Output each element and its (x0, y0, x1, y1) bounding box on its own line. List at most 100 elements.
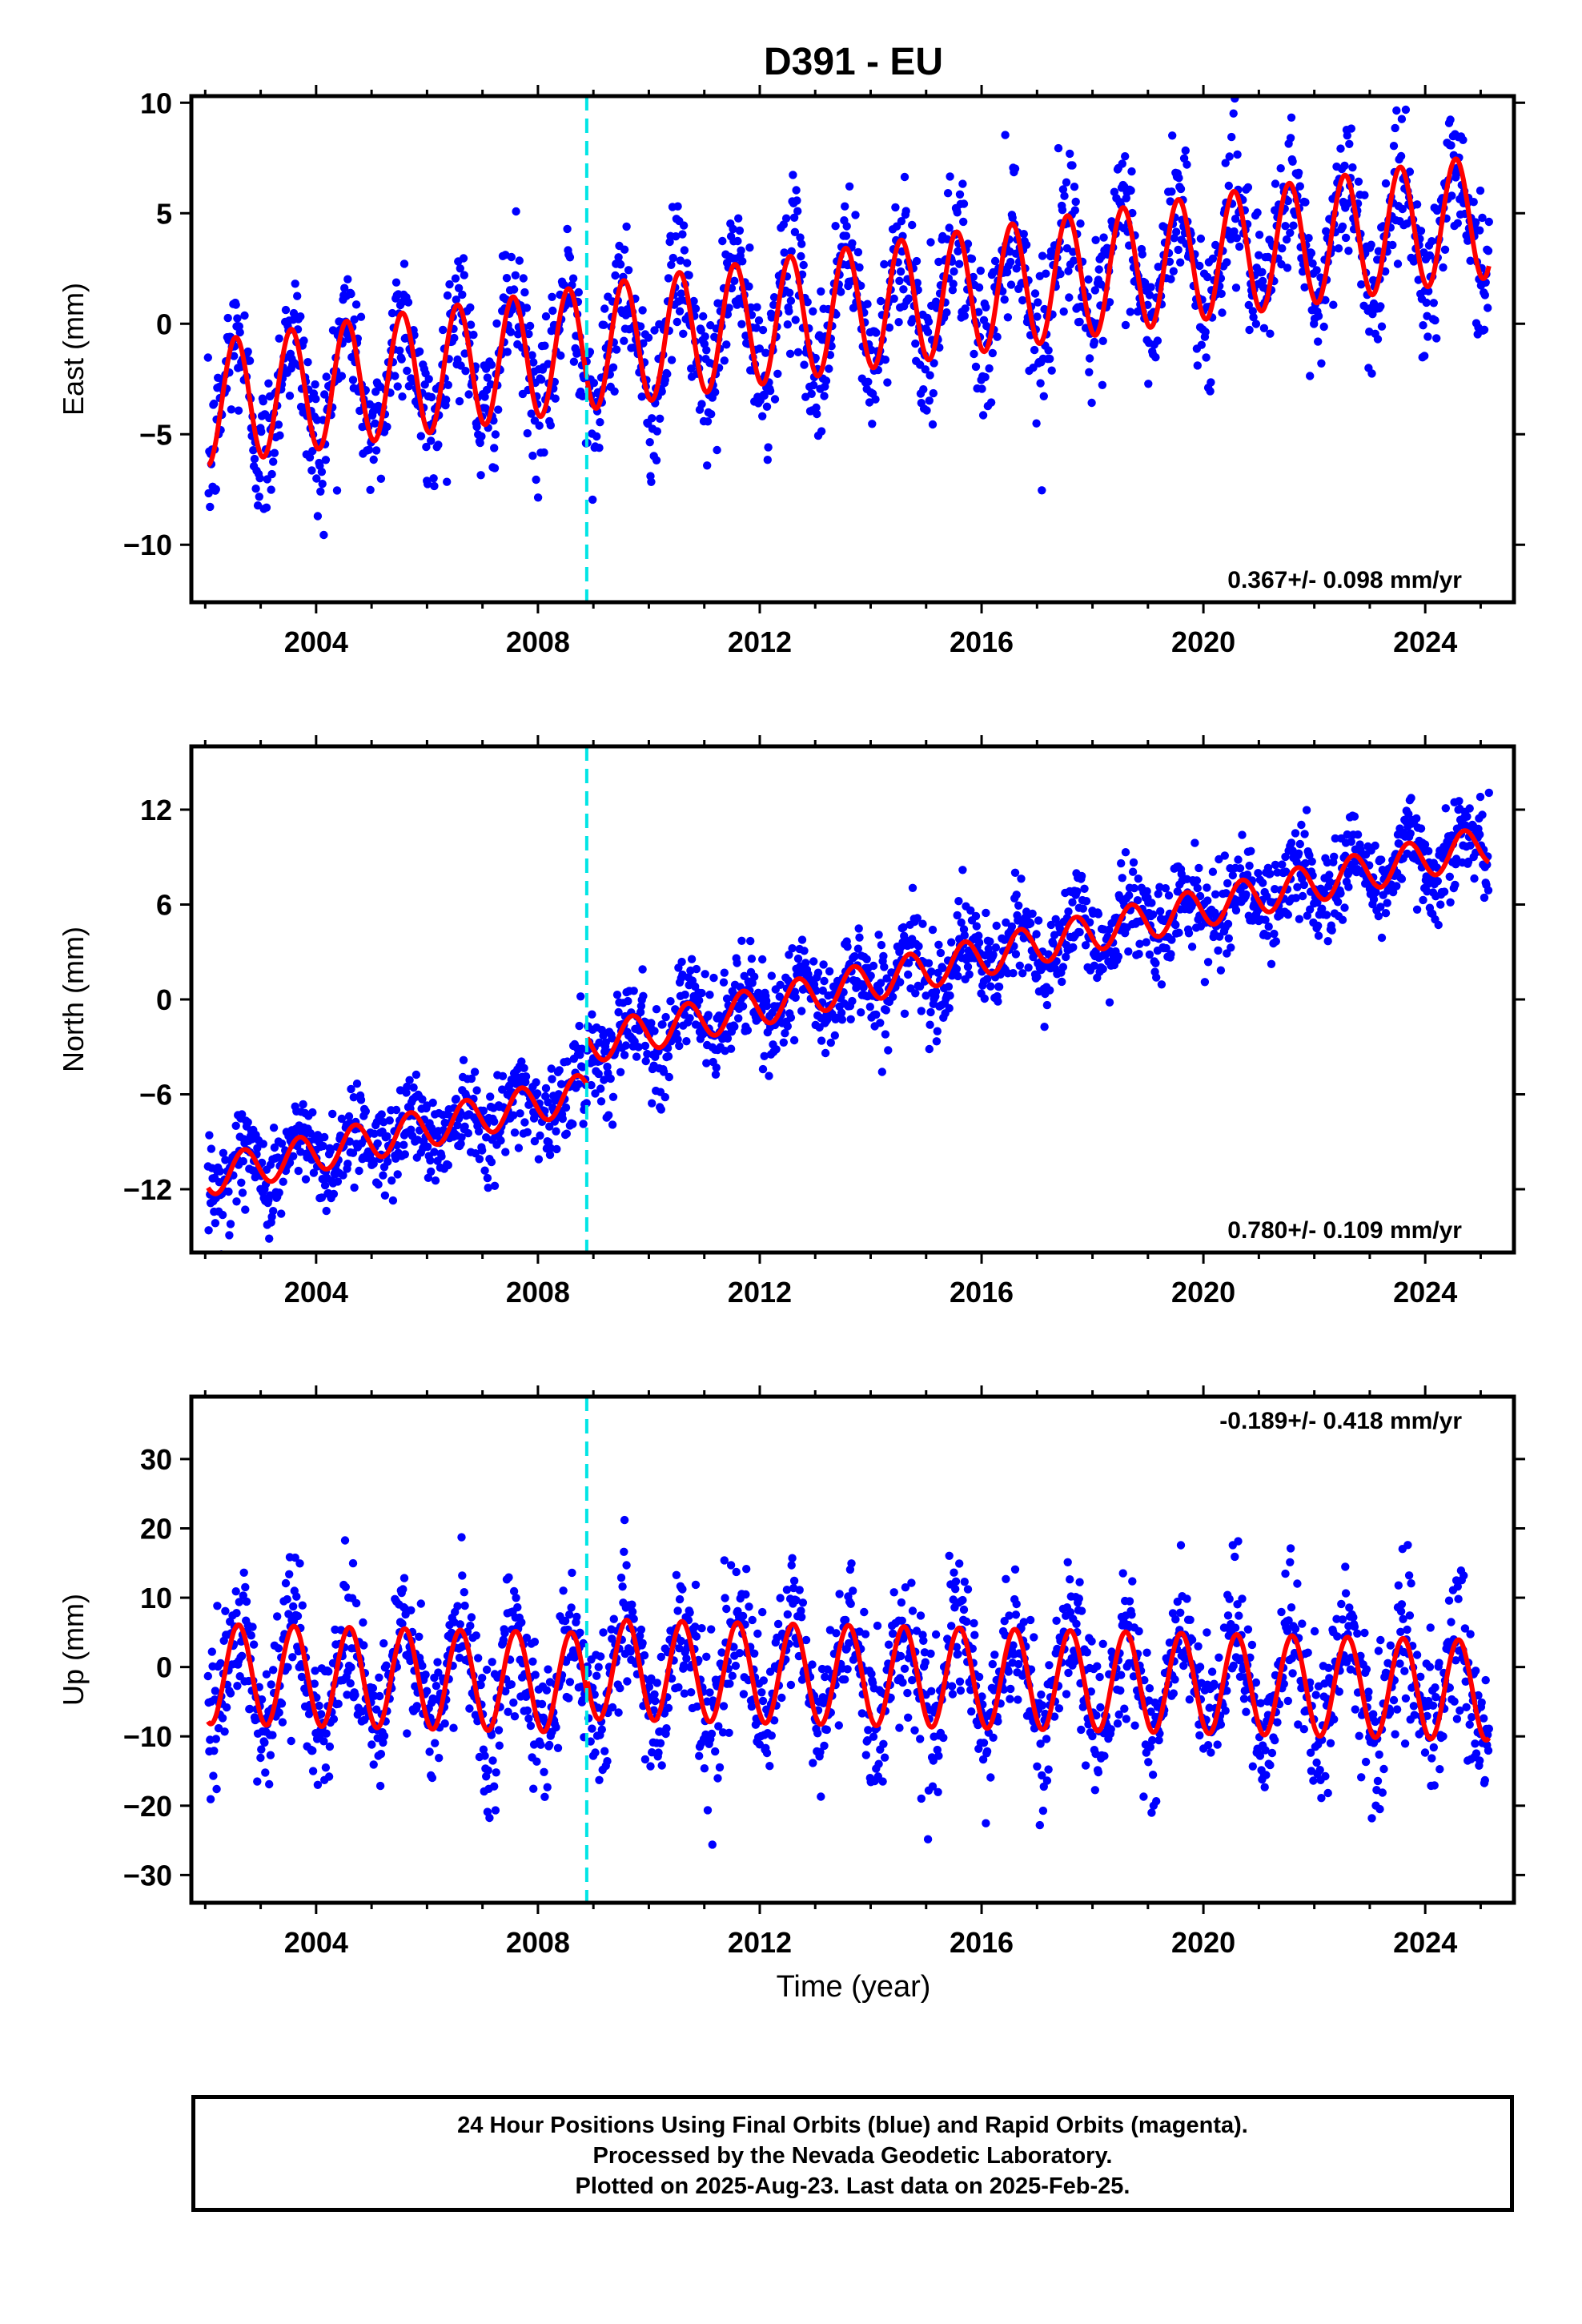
data-point (1015, 961, 1025, 971)
data-point (308, 1767, 318, 1775)
data-point (671, 232, 681, 241)
data-point (1058, 963, 1068, 971)
data-point (767, 1731, 776, 1740)
data-point (533, 493, 543, 502)
data-point (986, 398, 996, 407)
data-point (1344, 883, 1353, 891)
data-point (515, 256, 524, 265)
data-point (994, 997, 1002, 1006)
data-point (1085, 368, 1094, 376)
data-point (809, 380, 818, 390)
data-point (350, 1183, 359, 1192)
data-point (341, 1582, 350, 1592)
data-point (1480, 325, 1489, 334)
data-point (842, 222, 851, 231)
data-point (767, 971, 776, 980)
data-point (1317, 359, 1326, 368)
x-tick-label: 2008 (506, 625, 570, 658)
data-point (691, 1580, 701, 1590)
data-point (1259, 324, 1269, 332)
data-point (692, 964, 701, 974)
data-point (1231, 215, 1240, 223)
data-point (800, 947, 809, 955)
data-point (1338, 222, 1347, 231)
data-point (1065, 293, 1074, 302)
data-point (1169, 267, 1178, 275)
data-point (576, 992, 585, 1001)
data-point (991, 943, 1001, 952)
data-point (1440, 245, 1450, 254)
data-point (719, 1702, 729, 1711)
data-point (747, 955, 757, 963)
data-point (403, 1729, 412, 1738)
data-point (908, 883, 917, 893)
data-point (206, 1795, 215, 1803)
data-point (1295, 915, 1304, 923)
data-point (226, 1220, 235, 1228)
data-point (332, 486, 342, 495)
data-point (321, 456, 331, 464)
data-point (654, 1748, 663, 1757)
data-point (926, 1007, 935, 1017)
data-point (933, 1027, 942, 1035)
data-point (884, 1046, 893, 1055)
data-point (1034, 298, 1042, 307)
data-point (1062, 178, 1071, 187)
data-point (456, 361, 465, 370)
data-point (1278, 860, 1287, 869)
data-point (486, 380, 496, 389)
data-point (371, 446, 381, 455)
data-point (911, 989, 920, 998)
data-point (1287, 838, 1296, 847)
data-point (912, 256, 921, 266)
data-point (1217, 289, 1226, 298)
data-point (718, 236, 727, 246)
data-point (596, 1097, 606, 1106)
data-point (959, 217, 968, 227)
data-point (348, 1148, 358, 1157)
data-point (311, 380, 319, 389)
data-point (769, 300, 778, 309)
data-point (1340, 903, 1349, 912)
data-point (423, 1142, 432, 1152)
data-point (428, 1773, 437, 1783)
data-point (682, 1654, 691, 1663)
data-point (487, 1157, 496, 1167)
data-point (1030, 289, 1040, 298)
data-point (692, 1632, 701, 1641)
data-point (1469, 198, 1478, 207)
data-point (480, 392, 489, 401)
data-point (628, 1607, 637, 1616)
data-point (348, 376, 358, 384)
data-point (1056, 269, 1065, 279)
data-point (851, 211, 860, 219)
data-point (703, 1806, 713, 1815)
data-point (1412, 905, 1422, 915)
data-point (587, 1080, 596, 1090)
data-point (241, 1205, 250, 1214)
data-point (1026, 919, 1035, 928)
data-point (1334, 244, 1343, 253)
data-point (205, 1131, 214, 1140)
data-point (500, 1629, 509, 1638)
data-point (734, 1014, 743, 1023)
data-point (1161, 884, 1170, 893)
data-point (798, 1598, 808, 1607)
data-point (517, 1618, 526, 1627)
data-point (321, 1763, 331, 1772)
data-point (745, 1602, 753, 1611)
data-point (864, 377, 873, 386)
data-point (1419, 321, 1427, 330)
data-point (853, 247, 863, 257)
data-point (1044, 346, 1053, 355)
data-point (1266, 329, 1275, 338)
data-point (953, 911, 962, 920)
data-point (234, 406, 243, 415)
data-point (1040, 1023, 1049, 1031)
data-point (1046, 354, 1054, 364)
data-point (376, 1750, 386, 1759)
data-point (545, 1150, 555, 1160)
data-point (359, 1641, 368, 1650)
data-point (641, 1056, 650, 1066)
data-point (608, 1092, 618, 1102)
